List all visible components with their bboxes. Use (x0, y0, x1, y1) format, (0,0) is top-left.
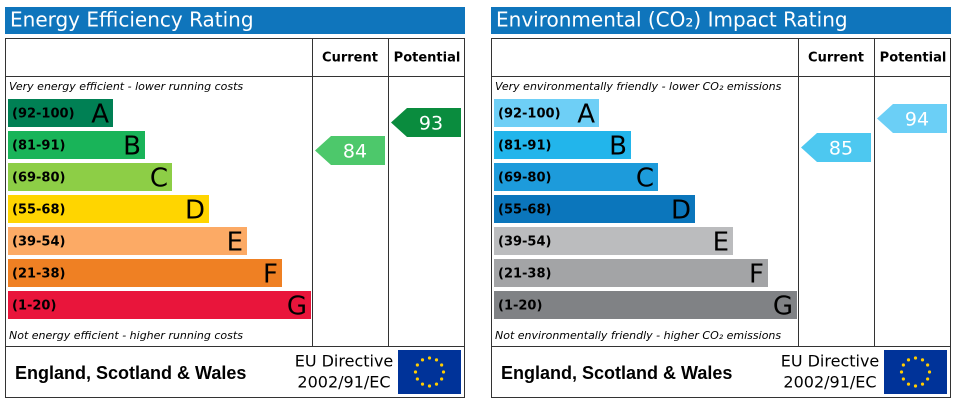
band-range: (81-91) (12, 139, 65, 154)
eu-star (926, 363, 930, 367)
eu-star (440, 377, 444, 381)
band-range: (55-68) (498, 203, 551, 218)
eu-star (427, 384, 432, 388)
column-header: Current (322, 51, 378, 66)
eu-star (415, 363, 419, 367)
eu-star (920, 382, 925, 386)
current-arrow (801, 133, 871, 162)
top-note: Very energy efficient - lower running co… (9, 80, 243, 93)
band-range: (92-100) (12, 107, 75, 122)
band-range: (92-100) (498, 107, 561, 122)
footer-region: England, Scotland & Wales (501, 363, 732, 383)
bottom-note: Not energy efficient - higher running co… (9, 329, 243, 342)
potential-arrow (391, 108, 461, 137)
footer-code: 2002/91/EC (297, 373, 390, 392)
potential-arrow (877, 104, 947, 133)
eu-star (906, 358, 911, 362)
eu-star (413, 370, 418, 374)
rating-panel: Environmental (CO₂) Impact Rating Current… (491, 7, 951, 398)
eu-star (913, 384, 918, 388)
band-range: (1-20) (498, 299, 542, 314)
current-value: 84 (343, 141, 367, 163)
eu-star (901, 377, 905, 381)
eu-star (434, 382, 439, 386)
band-letter: C (636, 164, 654, 194)
eu-star (440, 363, 444, 367)
rating-band (494, 99, 599, 127)
panel-title: Environmental (CO₂) Impact Rating (496, 8, 848, 32)
band-letter: A (577, 100, 595, 130)
rating-band (494, 291, 797, 319)
footer-directive: EU Directive (781, 352, 880, 371)
panel-frame (491, 38, 951, 398)
eu-star (899, 370, 904, 374)
band-letter: C (150, 164, 168, 194)
column-header: Potential (880, 51, 947, 66)
rating-band (494, 131, 631, 159)
rating-band (494, 227, 733, 255)
rating-band (8, 163, 172, 191)
band-range: (69-80) (498, 171, 551, 186)
footer-directive: EU Directive (295, 352, 394, 371)
eu-star (926, 377, 930, 381)
eu-star (420, 382, 425, 386)
rating-band (494, 163, 658, 191)
rating-band (8, 227, 247, 255)
rating-band (8, 291, 311, 319)
current-arrow (315, 136, 385, 165)
panel-title: Energy Efficiency Rating (10, 8, 254, 32)
footer-code: 2002/91/EC (783, 373, 876, 392)
top-note: Very environmentally friendly - lower CO… (495, 80, 782, 93)
potential-value: 93 (419, 113, 443, 135)
band-letter: F (749, 260, 764, 290)
eu-star (927, 370, 932, 374)
band-letter: D (185, 196, 205, 226)
eu-star (434, 358, 439, 362)
band-letter: E (713, 228, 729, 258)
band-range: (81-91) (498, 139, 551, 154)
panel-frame (5, 38, 465, 398)
eu-star (920, 358, 925, 362)
rating-panel: Energy Efficiency Rating Current Potential… (5, 7, 465, 398)
eu-star (901, 363, 905, 367)
column-header: Potential (394, 51, 461, 66)
band-range: (55-68) (12, 203, 65, 218)
band-range: (39-54) (12, 235, 65, 250)
band-letter: E (227, 228, 243, 258)
eu-star (913, 356, 918, 360)
title-bar (5, 7, 465, 34)
band-letter: B (123, 132, 141, 162)
eu-star (420, 358, 425, 362)
rating-band (8, 259, 282, 287)
band-letter: A (91, 100, 109, 130)
rating-band (494, 195, 695, 223)
potential-value: 94 (905, 109, 929, 131)
eu-star (427, 356, 432, 360)
band-letter: B (609, 132, 627, 162)
band-letter: G (773, 292, 793, 322)
eu-star (906, 382, 911, 386)
band-range: (69-80) (12, 171, 65, 186)
band-letter: D (671, 196, 691, 226)
band-range: (39-54) (498, 235, 551, 250)
title-bar (491, 7, 951, 34)
band-letter: F (263, 260, 278, 290)
band-range: (21-38) (12, 267, 65, 282)
rating-band (8, 131, 145, 159)
rating-band (494, 259, 768, 287)
rating-band (8, 195, 209, 223)
eu-star (415, 377, 419, 381)
band-range: (1-20) (12, 299, 56, 314)
current-value: 85 (829, 138, 853, 160)
band-letter: G (287, 292, 307, 322)
bottom-note: Not environmentally friendly - higher CO… (495, 329, 781, 342)
footer-region: England, Scotland & Wales (15, 363, 246, 383)
eu-star (441, 370, 446, 374)
column-header: Current (808, 51, 864, 66)
rating-band (8, 99, 113, 127)
band-range: (21-38) (498, 267, 551, 282)
